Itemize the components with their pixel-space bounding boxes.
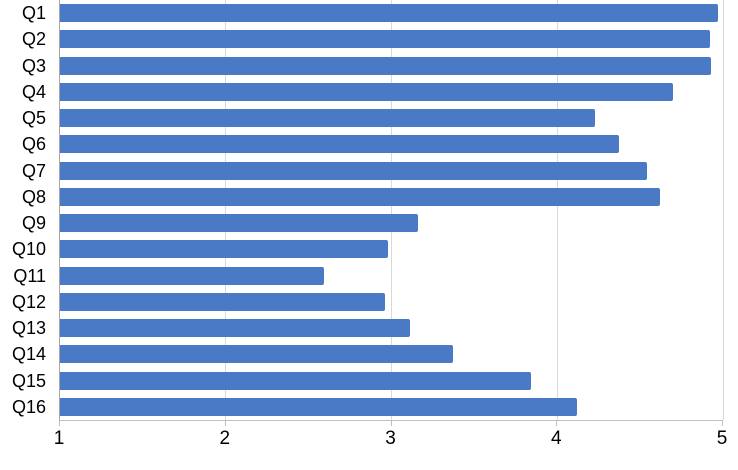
plot-area xyxy=(59,0,724,421)
bar-q16 xyxy=(60,397,578,416)
bar-q9 xyxy=(60,214,419,233)
y-axis-label: Q4 xyxy=(21,81,46,102)
y-axis-label: Q16 xyxy=(11,396,46,417)
bar-q5 xyxy=(60,109,596,128)
y-axis-label: Q12 xyxy=(11,291,46,312)
bar-row xyxy=(60,79,723,105)
y-axis-label: Q15 xyxy=(11,370,46,391)
bar-row xyxy=(60,289,723,315)
x-axis-tick-label: 4 xyxy=(550,428,562,449)
gridline xyxy=(722,0,724,420)
x-axis-tick xyxy=(224,421,226,426)
bar-q3 xyxy=(60,56,712,75)
bar-row xyxy=(60,184,723,210)
x-axis-tick-label: 3 xyxy=(385,428,396,449)
y-axis-label: Q9 xyxy=(21,213,46,233)
bar-row xyxy=(60,263,723,289)
bar-q13 xyxy=(60,319,410,338)
y-axis: Q1 Q2 Q3 Q4 Q5 Q6 Q7 Q8 Q9 Q10 Q11 Q12 Q13 Q14 Q15 Q16 xyxy=(0,0,52,420)
bar-q10 xyxy=(60,240,389,259)
x-axis-tick xyxy=(390,421,392,426)
bar-q7 xyxy=(60,161,647,180)
x-axis-tick-label: 1 xyxy=(53,428,65,449)
bar-row xyxy=(60,394,723,420)
y-axis-label: Q8 xyxy=(21,186,46,207)
y-axis-label: Q6 xyxy=(21,134,46,155)
x-axis-tick-label: 5 xyxy=(716,428,728,449)
bar-row xyxy=(60,315,723,341)
bar-q15 xyxy=(60,371,531,390)
x-axis-tick-label: 2 xyxy=(219,428,231,449)
x-axis-tick xyxy=(722,421,723,426)
bar-q6 xyxy=(60,135,619,154)
bar-row xyxy=(60,341,723,367)
y-axis-label: Q13 xyxy=(11,318,46,338)
bar-row xyxy=(60,53,723,79)
y-axis-label: Q2 xyxy=(21,29,46,50)
bar-q1 xyxy=(60,4,719,23)
bar-q14 xyxy=(60,345,453,364)
gridline xyxy=(556,0,558,420)
bar-row xyxy=(60,236,723,262)
bar-q8 xyxy=(60,187,660,206)
y-axis-label: Q3 xyxy=(21,55,46,76)
y-axis-label: Q14 xyxy=(11,344,46,365)
bar-row xyxy=(60,210,723,236)
y-axis-label: Q7 xyxy=(21,160,46,181)
x-axis-tick xyxy=(556,421,558,426)
bar-row xyxy=(60,158,723,184)
x-axis: 1 2 3 4 5 xyxy=(0,420,738,470)
bar-q12 xyxy=(60,292,385,311)
bar-q4 xyxy=(60,82,674,101)
bar-row xyxy=(60,368,723,394)
y-axis-label: Q10 xyxy=(11,239,46,260)
bar-row xyxy=(60,26,723,52)
gridline xyxy=(225,0,227,420)
bar-row xyxy=(60,131,723,157)
y-axis-label: Q5 xyxy=(21,108,46,128)
y-axis-label: Q11 xyxy=(13,265,46,286)
x-axis-tick xyxy=(59,421,60,426)
gridline xyxy=(391,0,392,420)
y-axis-label: Q1 xyxy=(21,3,46,23)
bar-q2 xyxy=(60,30,710,49)
bar-row xyxy=(60,0,723,26)
bar-q11 xyxy=(60,266,324,285)
bar-row xyxy=(60,105,723,131)
